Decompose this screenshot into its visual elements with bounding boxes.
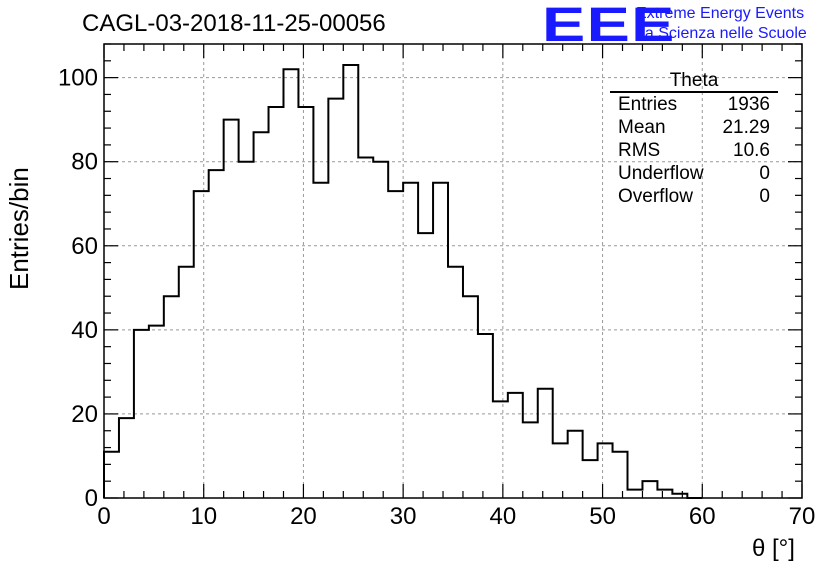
stats-value: 10.6 <box>733 140 770 161</box>
histogram-bin <box>388 191 403 498</box>
histogram-bin <box>463 296 478 498</box>
histogram-bin <box>493 401 508 498</box>
histogram-bin <box>628 490 643 498</box>
histogram-bin <box>508 393 523 498</box>
histogram-bin <box>239 162 254 498</box>
stats-label: RMS <box>618 140 661 161</box>
histogram-bin <box>283 69 298 498</box>
histogram-bin <box>179 267 194 498</box>
stats-label: Mean <box>618 117 666 138</box>
histogram-bin <box>149 326 164 498</box>
histogram-bin <box>598 443 613 498</box>
histogram-bin <box>209 170 224 498</box>
stats-value: 21.29 <box>722 117 770 138</box>
x-tick-label: 10 <box>190 503 217 530</box>
histogram-bin <box>433 183 448 498</box>
histogram-bin <box>373 162 388 498</box>
x-tick-label: 30 <box>390 503 417 530</box>
plot-title: CAGL-03-2018-11-25-00056 <box>82 10 386 37</box>
x-axis-label: θ [°] <box>752 535 795 562</box>
histogram-bin <box>119 418 134 498</box>
stats-row-overflow: Overflow 0 <box>610 185 778 208</box>
histogram-bin <box>523 422 538 498</box>
histogram-bin <box>104 452 119 498</box>
stats-row-underflow: Underflow 0 <box>610 162 778 185</box>
histogram-bin <box>568 431 583 498</box>
histogram-bin <box>194 191 209 498</box>
y-tick-label: 80 <box>71 149 98 176</box>
stats-box: Theta Entries 1936 Mean 21.29 RMS 10.6 U… <box>610 70 778 208</box>
x-tick-label: 70 <box>789 503 816 530</box>
histogram-bin <box>269 107 284 498</box>
eee-logo: EEE <box>542 0 676 52</box>
histogram-bin <box>553 443 568 498</box>
logo-caption: Extreme Energy Events La Scienza nelle S… <box>636 4 807 44</box>
y-tick-label: 0 <box>85 485 98 512</box>
logo-caption-line1: Extreme Energy Events <box>636 5 805 22</box>
logo-caption-line2: La Scienza nelle Scuole <box>636 25 807 42</box>
histogram-bin <box>313 183 328 498</box>
stats-label: Entries <box>618 94 678 115</box>
x-tick-label: 0 <box>97 503 110 530</box>
y-tick-label: 20 <box>71 401 98 428</box>
histogram-series <box>103 64 703 499</box>
stats-row-entries: Entries 1936 <box>610 93 778 116</box>
stats-value: 0 <box>759 186 770 207</box>
y-tick-label: 60 <box>71 233 98 260</box>
histogram-bin <box>583 460 598 498</box>
stats-title: Theta <box>610 70 778 93</box>
histogram-bin <box>448 267 463 498</box>
histogram-bin <box>343 65 358 498</box>
stats-value: 1936 <box>727 94 770 115</box>
histogram-bin <box>328 99 343 498</box>
stats-label: Underflow <box>618 163 704 184</box>
stats-value: 0 <box>759 163 770 184</box>
histogram-bin <box>613 452 628 498</box>
stats-row-mean: Mean 21.29 <box>610 116 778 139</box>
y-tick-label: 40 <box>71 317 98 344</box>
x-tick-label: 60 <box>689 503 716 530</box>
histogram-bin <box>642 481 657 498</box>
stats-label: Overflow <box>618 186 693 207</box>
histogram-bin <box>254 132 269 498</box>
histogram-bin <box>538 389 553 498</box>
x-tick-label: 50 <box>589 503 616 530</box>
histogram-bin <box>478 334 493 498</box>
stats-row-rms: RMS 10.6 <box>610 139 778 162</box>
histogram-bin <box>134 330 149 498</box>
histogram-bin <box>418 233 433 498</box>
histogram-bin <box>298 107 313 498</box>
histogram-bin <box>164 296 179 498</box>
y-axis-label: Entries/bin <box>4 167 34 290</box>
x-tick-label: 40 <box>490 503 517 530</box>
histogram-bin <box>358 158 373 499</box>
histogram-bin <box>403 183 418 498</box>
y-tick-label: 100 <box>58 65 98 92</box>
histogram-bin <box>224 120 239 498</box>
plot-frame <box>103 43 803 499</box>
x-tick-label: 20 <box>290 503 317 530</box>
histogram-bin <box>657 490 672 498</box>
